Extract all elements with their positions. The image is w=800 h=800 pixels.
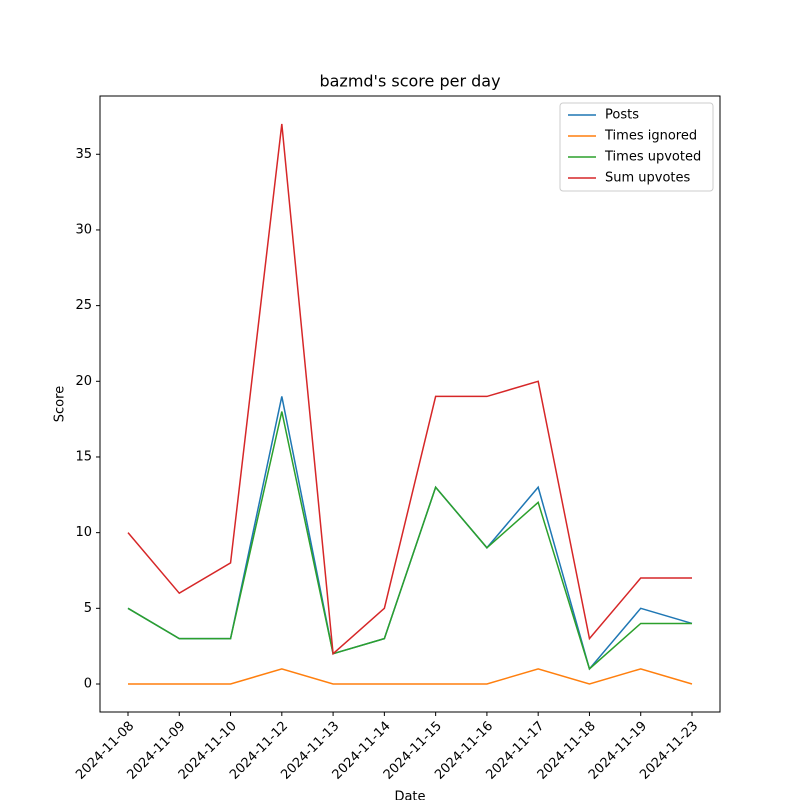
- series-line: [127, 123, 692, 656]
- x-axis-label: Date: [394, 790, 425, 800]
- legend-box: [559, 102, 714, 192]
- y-tick-label: 10: [75, 525, 92, 540]
- y-tick-label: 0: [84, 677, 92, 692]
- y-tick-label: 30: [75, 222, 92, 237]
- y-tick-label: 20: [75, 374, 92, 389]
- y-tick-label: 25: [75, 298, 92, 313]
- series-line: [127, 396, 693, 671]
- y-tick-label: 35: [75, 147, 92, 162]
- y-axis-label: Score: [53, 386, 68, 422]
- y-tick-label: 15: [75, 449, 92, 464]
- legend-label: Times upvoted: [604, 150, 701, 165]
- chart-title: bazmd's score per day: [319, 72, 500, 91]
- legend-label: Posts: [605, 108, 639, 123]
- plot-frame: [99, 95, 721, 713]
- y-tick-label: 5: [84, 601, 92, 616]
- legend-label: Sum upvotes: [605, 171, 691, 186]
- legend-label: Times ignored: [604, 129, 697, 144]
- series-line: [127, 411, 692, 671]
- series-line: [128, 668, 693, 685]
